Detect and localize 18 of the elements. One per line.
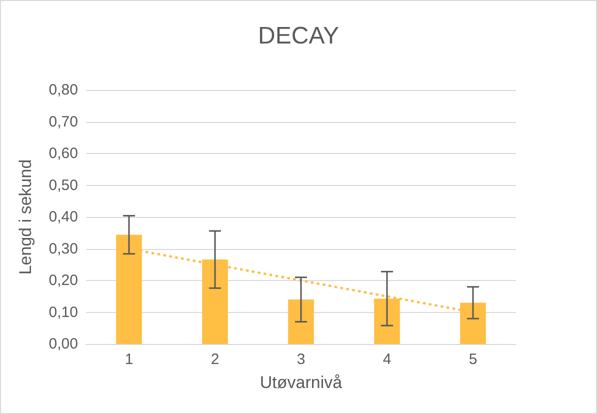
x-tick-label: 3 <box>296 351 306 368</box>
y-tick-label: 0,30 <box>48 240 78 258</box>
x-tick-label: 5 <box>468 351 478 368</box>
y-tick-label: 0,80 <box>48 82 78 98</box>
x-axis-title: Utøvarnivå <box>260 373 343 392</box>
y-tick-label: 0,00 <box>48 336 78 352</box>
x-tick-label: 1 <box>124 351 134 368</box>
y-axis-title: Lengd i sekund <box>16 159 35 275</box>
y-tick-label: 0,50 <box>48 176 78 194</box>
y-tick-label: 0,60 <box>48 145 78 162</box>
bar <box>288 300 314 344</box>
x-tick-label: 4 <box>382 351 392 368</box>
y-tick-label: 0,10 <box>48 304 78 321</box>
chart-title: DECAY <box>258 22 339 50</box>
y-tick-label: 0,70 <box>48 113 78 130</box>
x-tick-label: 2 <box>210 351 220 368</box>
y-tick-label: 0,40 <box>48 208 78 226</box>
y-tick-label: 0,20 <box>48 272 78 289</box>
